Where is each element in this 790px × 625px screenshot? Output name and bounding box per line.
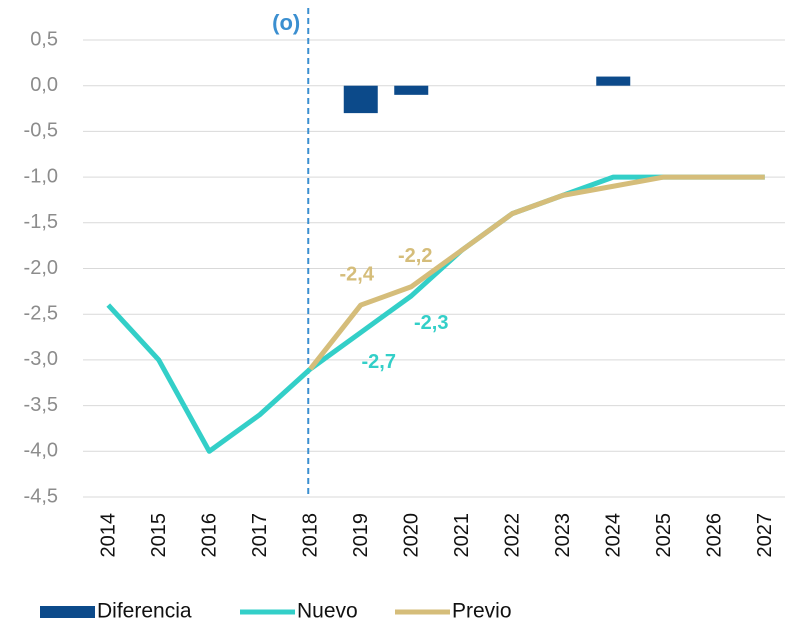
y-tick-label: -3,0 xyxy=(24,348,58,370)
line xyxy=(308,174,765,371)
x-tick-label: 2022 xyxy=(502,513,524,558)
y-tick-label: -3,5 xyxy=(24,394,58,416)
y-tick-label: 0,0 xyxy=(30,74,58,96)
data-label: -2,2 xyxy=(398,245,432,267)
y-tick-label: -2,0 xyxy=(24,257,58,279)
x-tick-label: 2015 xyxy=(148,513,170,558)
y-tick-label: -2,5 xyxy=(24,302,58,324)
y-tick-label: -4,0 xyxy=(24,440,58,462)
x-tick-label: 2014 xyxy=(98,513,120,558)
x-tick-label: 2016 xyxy=(199,513,221,558)
x-tick-label: 2018 xyxy=(300,513,322,558)
y-tick-label: -0,5 xyxy=(24,120,58,142)
y-tick-label: -1,5 xyxy=(24,211,58,233)
bar xyxy=(596,76,631,86)
legend-swatch xyxy=(40,606,95,618)
bar xyxy=(343,85,378,114)
bar xyxy=(394,85,429,95)
annotation: (o) xyxy=(272,10,300,35)
x-tick-label: 2023 xyxy=(552,513,574,558)
x-tick-label: 2021 xyxy=(451,513,473,558)
x-tick-label: 2024 xyxy=(603,513,625,558)
y-tick-label: -1,0 xyxy=(24,165,58,187)
x-tick-label: 2026 xyxy=(704,513,726,558)
data-label: -2,3 xyxy=(414,312,448,334)
x-tick-label: 2025 xyxy=(653,513,675,558)
x-tick-label: 2027 xyxy=(754,513,776,558)
x-tick-label: 2019 xyxy=(350,513,372,558)
data-label: -2,4 xyxy=(340,263,375,285)
legend-label: Previo xyxy=(452,600,512,623)
y-tick-label: -4,5 xyxy=(24,485,58,507)
legend-label: Diferencia xyxy=(97,600,192,623)
x-tick-label: 2020 xyxy=(401,513,423,558)
legend-label: Nuevo xyxy=(297,600,358,623)
x-tick-label: 2017 xyxy=(249,513,271,558)
y-tick-label: 0,5 xyxy=(30,28,58,50)
data-label: -2,7 xyxy=(362,351,396,373)
